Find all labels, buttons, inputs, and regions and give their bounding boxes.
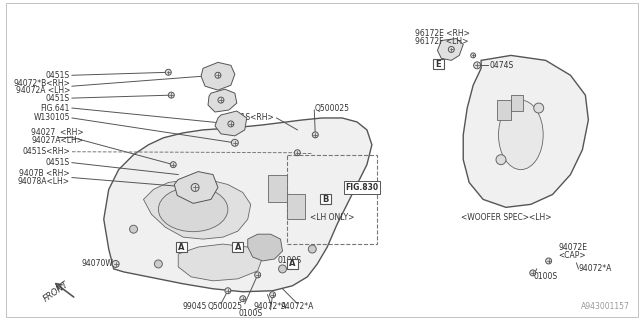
- Ellipse shape: [499, 100, 543, 170]
- Circle shape: [530, 270, 536, 276]
- Circle shape: [278, 265, 287, 273]
- Circle shape: [496, 155, 506, 165]
- Polygon shape: [143, 180, 251, 239]
- Circle shape: [168, 92, 174, 98]
- Circle shape: [225, 288, 231, 294]
- Text: FIG.641: FIG.641: [40, 104, 70, 113]
- Text: <LH ONLY>: <LH ONLY>: [310, 213, 355, 222]
- Bar: [287, 195, 305, 219]
- Circle shape: [154, 260, 163, 268]
- Circle shape: [449, 46, 454, 52]
- Text: FRONT: FRONT: [42, 280, 70, 304]
- Text: <CAP>: <CAP>: [559, 251, 586, 260]
- Circle shape: [129, 225, 138, 233]
- Bar: [176, 242, 187, 252]
- Polygon shape: [208, 89, 237, 112]
- Text: A: A: [178, 243, 184, 252]
- Polygon shape: [178, 244, 262, 281]
- Text: A: A: [289, 260, 296, 268]
- Text: W130105: W130105: [33, 114, 70, 123]
- Bar: [268, 175, 287, 202]
- Polygon shape: [201, 62, 235, 90]
- Circle shape: [308, 245, 316, 253]
- Text: 94072*A: 94072*A: [281, 302, 314, 311]
- Text: 0451S: 0451S: [46, 94, 70, 103]
- Text: 99045: 99045: [183, 302, 207, 311]
- Circle shape: [170, 162, 176, 168]
- Bar: [287, 259, 298, 269]
- Text: 94072*A: 94072*A: [254, 302, 287, 311]
- Circle shape: [228, 121, 234, 127]
- Text: Q500025: Q500025: [314, 104, 349, 113]
- Text: 94072*B<RH>: 94072*B<RH>: [13, 79, 70, 88]
- Polygon shape: [215, 111, 247, 136]
- Text: FIG.830: FIG.830: [346, 183, 378, 192]
- Text: 96172E <RH>: 96172E <RH>: [415, 29, 470, 38]
- Text: B: B: [322, 195, 328, 204]
- Circle shape: [218, 97, 224, 103]
- Text: 96172F <LH>: 96172F <LH>: [415, 37, 468, 46]
- Text: 94072E: 94072E: [559, 243, 588, 252]
- Polygon shape: [463, 55, 588, 207]
- Text: A943001157: A943001157: [581, 302, 630, 311]
- Circle shape: [546, 258, 552, 264]
- Bar: [497, 100, 511, 120]
- Circle shape: [165, 69, 172, 75]
- Polygon shape: [104, 118, 372, 292]
- Polygon shape: [248, 234, 282, 261]
- Text: 0100S: 0100S: [239, 309, 263, 318]
- Text: A: A: [235, 243, 241, 252]
- Bar: [232, 242, 243, 252]
- Circle shape: [534, 103, 543, 113]
- Text: 0100S: 0100S: [277, 256, 301, 266]
- Text: Q500025: Q500025: [207, 302, 243, 311]
- Circle shape: [215, 72, 221, 78]
- Circle shape: [470, 53, 476, 58]
- Ellipse shape: [158, 187, 228, 232]
- Text: 94078A<LH>: 94078A<LH>: [18, 177, 70, 186]
- Circle shape: [269, 292, 276, 298]
- Bar: [344, 180, 380, 195]
- Circle shape: [232, 139, 238, 146]
- Circle shape: [312, 132, 318, 138]
- Bar: [320, 195, 331, 204]
- Polygon shape: [174, 172, 218, 204]
- Text: 0451S: 0451S: [46, 158, 70, 167]
- Text: 0100S: 0100S: [534, 272, 558, 281]
- Text: 94072A <LH>: 94072A <LH>: [15, 86, 70, 95]
- Text: 94070W: 94070W: [82, 260, 114, 268]
- Text: 0451S<RH>: 0451S<RH>: [22, 147, 70, 156]
- Circle shape: [191, 183, 199, 191]
- Text: 94027  <RH>: 94027 <RH>: [31, 128, 84, 137]
- Text: 0451S<RH>: 0451S<RH>: [227, 114, 275, 123]
- Bar: [511, 95, 523, 111]
- Text: 94072*A: 94072*A: [579, 264, 612, 273]
- Bar: [287, 155, 377, 244]
- Text: 0451S: 0451S: [46, 71, 70, 80]
- Circle shape: [255, 272, 260, 278]
- Text: 0474S: 0474S: [489, 61, 513, 70]
- Bar: [433, 60, 444, 69]
- Polygon shape: [437, 38, 463, 60]
- Circle shape: [474, 62, 481, 69]
- Text: 9407B <RH>: 9407B <RH>: [19, 169, 70, 178]
- Text: <WOOFER SPEC><LH>: <WOOFER SPEC><LH>: [461, 213, 552, 222]
- Circle shape: [112, 260, 119, 268]
- Circle shape: [240, 296, 246, 302]
- Text: 94027A<LH>: 94027A<LH>: [31, 136, 83, 145]
- Circle shape: [294, 150, 300, 156]
- Text: E: E: [436, 60, 441, 69]
